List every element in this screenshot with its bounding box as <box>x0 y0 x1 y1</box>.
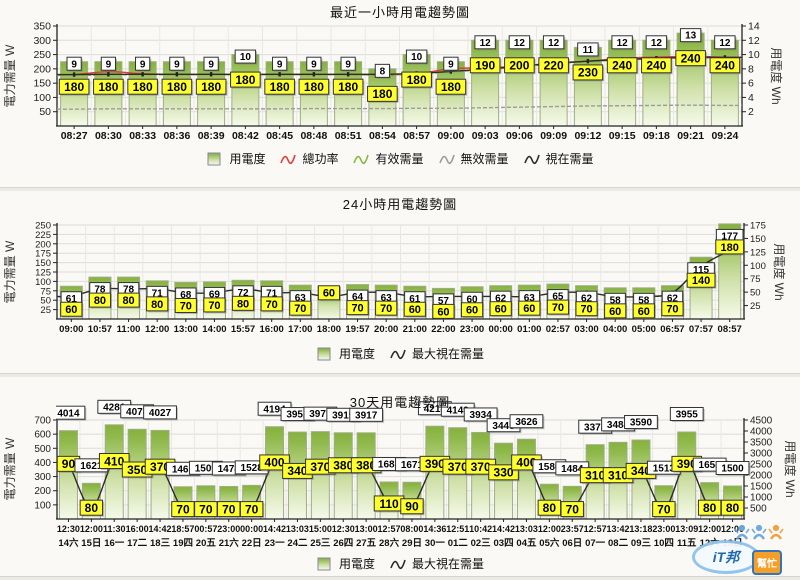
panel-divider-3 <box>0 576 800 580</box>
legend-label: 視在需量 <box>545 152 594 166</box>
legend-label: 用電度 <box>229 152 266 166</box>
chart-title-24h: 24小時用電趨勢圖 <box>342 197 458 212</box>
itbang-watermark-logo: iT邦 幫忙 <box>692 524 796 575</box>
legend-item-視在需量: 視在需量 <box>523 150 594 167</box>
curve-line-icon <box>353 154 370 164</box>
legend-item-無效需量: 無效需量 <box>438 150 509 167</box>
itbang-help-badge: 幫忙 <box>752 550 782 575</box>
24h-chart-legend: 用電度 最大視在需量 <box>0 345 800 362</box>
legend-label: 無效需量 <box>460 152 509 166</box>
legend-label: 用電度 <box>338 557 375 571</box>
curve-line-icon <box>438 154 455 164</box>
people-icon <box>734 524 784 540</box>
hour-chart-legend: 用電度 總功率 有效需量 無效需量 視在需量 <box>0 150 800 167</box>
legend-label: 最大視在需量 <box>412 557 485 571</box>
curve-line-icon <box>280 154 297 164</box>
legend-label: 用電度 <box>338 347 375 361</box>
legend-item-最大視在需量: 最大視在需量 <box>389 555 484 572</box>
chart-title-hour: 最近一小時用電趨勢圖 <box>329 5 470 20</box>
legend-item-有效需量: 有效需量 <box>352 150 424 167</box>
legend-item-最大視在需量: 最大視在需量 <box>389 345 484 362</box>
legend-item-用電度: 用電度 <box>316 555 375 572</box>
chart-title-30d: 30天用電趨勢圖 <box>349 395 451 410</box>
curve-line-icon <box>390 349 406 359</box>
legend-label: 最大視在需量 <box>412 347 485 361</box>
legend-item-用電度: 用電度 <box>316 345 375 362</box>
bar-swatch-icon <box>207 152 221 165</box>
legend-label: 有效需量 <box>375 152 424 166</box>
itbang-oval-badge: iT邦 <box>692 540 760 574</box>
legend-item-總功率: 總功率 <box>279 150 338 167</box>
curve-line-icon <box>523 154 540 164</box>
bar-swatch-icon <box>317 557 331 570</box>
curve-line-icon <box>390 559 406 569</box>
bar-swatch-icon <box>317 347 331 360</box>
legend-item-用電度: 用電度 <box>206 150 265 167</box>
legend-label: 總功率 <box>302 152 339 166</box>
30d-chart-legend: 用電度 最大視在需量 <box>0 555 800 572</box>
